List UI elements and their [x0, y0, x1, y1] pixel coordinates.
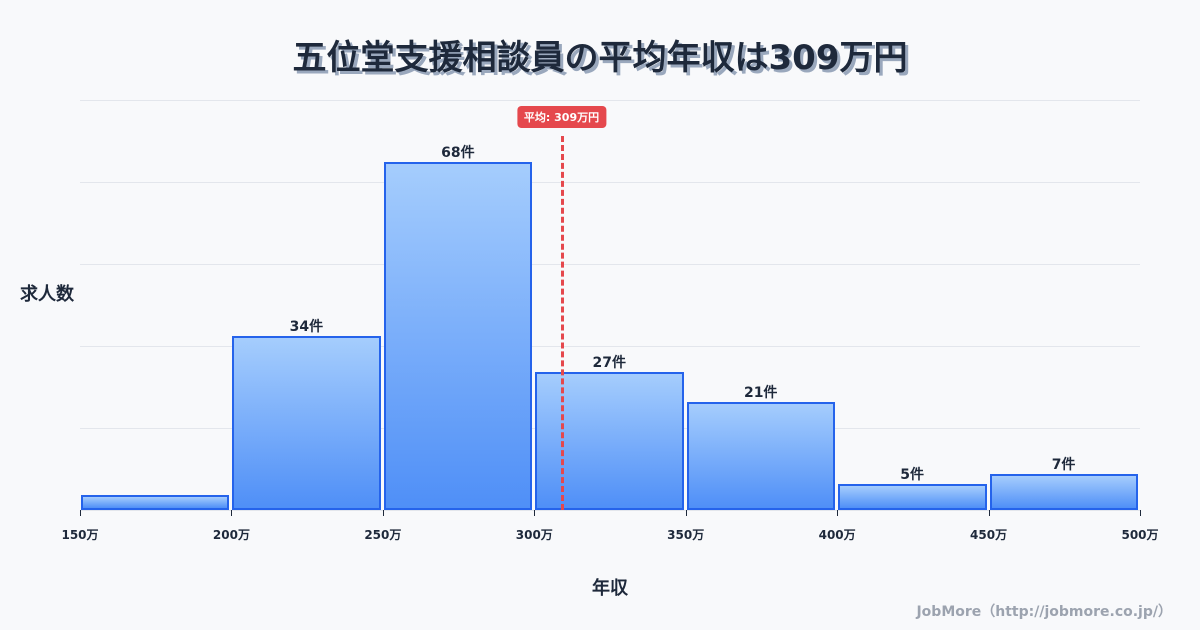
gridline — [80, 182, 1140, 183]
histogram-bar — [232, 335, 381, 510]
histogram-bar — [383, 161, 533, 510]
histogram-bar — [989, 474, 1138, 510]
histogram-bar — [81, 494, 230, 510]
x-tick — [1140, 510, 1141, 516]
bar-value-label: 21件 — [743, 385, 778, 402]
x-tick — [80, 510, 81, 516]
x-tick — [382, 510, 384, 516]
x-tick-label: 150万 — [61, 528, 99, 542]
x-tick — [534, 510, 536, 516]
histogram-plot: 34件 68件 27件 21件 5件 7件 150万 200万 250万 300万 350万 400… — [61, 100, 1159, 542]
gridline — [80, 100, 1140, 101]
x-tick-label: 350万 — [667, 528, 705, 542]
bar-value-label: 34件 — [289, 318, 324, 335]
x-tick — [837, 510, 839, 516]
gridline — [80, 264, 1140, 265]
average-line — [560, 136, 564, 510]
chart-title: 五位堂支援相談員の平均年収は309万円 — [292, 38, 908, 78]
bar-value-label: 27件 — [592, 354, 627, 371]
credit-text: JobMore（http://jobmore.co.jp/） — [916, 604, 1172, 620]
gridline — [80, 510, 1140, 511]
bar-value-label: 68件 — [441, 144, 475, 161]
histogram-bar — [838, 484, 987, 510]
bar-value-label: 7件 — [1051, 457, 1076, 474]
gridline — [80, 346, 1140, 347]
x-tick-label: 500万 — [1121, 528, 1159, 542]
y-axis-label: 求人数 — [20, 284, 74, 305]
x-tick — [231, 510, 233, 516]
x-axis-label: 年収 — [592, 578, 628, 599]
x-tick-label: 300万 — [515, 528, 553, 542]
histogram-bar — [535, 371, 684, 510]
x-tick — [988, 510, 990, 516]
x-tick-label: 400万 — [818, 528, 856, 542]
x-tick-label: 200万 — [212, 528, 250, 542]
x-tick-label: 250万 — [364, 528, 402, 542]
histogram-bar — [686, 402, 836, 510]
x-tick — [685, 510, 687, 516]
bar-value-label: 5件 — [900, 467, 925, 484]
x-tick-label: 450万 — [970, 528, 1008, 542]
average-badge: 平均: 309万円 — [516, 106, 607, 128]
